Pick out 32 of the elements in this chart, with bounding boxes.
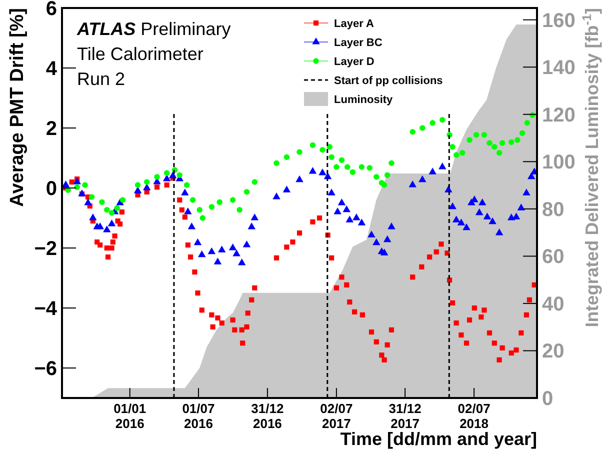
x-tick-label: 02/07 2018 <box>458 401 490 431</box>
y-tick-label: 0 <box>46 178 57 200</box>
y2-tick-label: 0 <box>542 388 554 410</box>
x-axis-title: Time [dd/mm and year] <box>340 429 537 449</box>
annotation: Tile Calorimeter <box>77 44 204 64</box>
x-tick-label: 02/07 2017 <box>320 401 353 431</box>
y2-tick-label: 120 <box>542 104 576 126</box>
legend-label: Luminosity <box>334 94 394 106</box>
y2-tick-label: 160 <box>542 10 576 32</box>
y-axis-title: Average PMT Drift [%] <box>7 8 28 207</box>
y2-tick-label: 20 <box>542 340 564 363</box>
y-tick-label: −2 <box>34 238 57 260</box>
y2-tick-label: 100 <box>542 152 576 174</box>
y2-tick-label: 40 <box>542 293 564 316</box>
y-tick-label: −6 <box>34 358 57 380</box>
y-tick-label: 6 <box>46 0 57 20</box>
x-tick-label: 31/12 2016 <box>251 401 284 431</box>
legend-label: Layer A <box>334 18 374 30</box>
y2-tick-label: 80 <box>542 198 564 221</box>
y-tick-label: 2 <box>46 118 57 140</box>
y2-tick-label: 140 <box>542 57 576 80</box>
y-tick-label: 4 <box>46 58 58 80</box>
annotation: ATLAS Preliminary <box>76 19 231 39</box>
x-tick-label: 01/01 2016 <box>114 401 146 431</box>
y-tick-label: −4 <box>34 298 58 320</box>
annotation: Run 2 <box>77 69 126 89</box>
y2-tick-label: 60 <box>542 246 564 268</box>
x-tick-label: 01/07 2016 <box>182 401 215 431</box>
legend-label: Layer D <box>334 56 374 68</box>
legend-label: Start of pp collisions <box>334 75 443 87</box>
legend-label: Layer BC <box>334 37 382 49</box>
x-tick-label: 31/12 2017 <box>388 401 422 431</box>
